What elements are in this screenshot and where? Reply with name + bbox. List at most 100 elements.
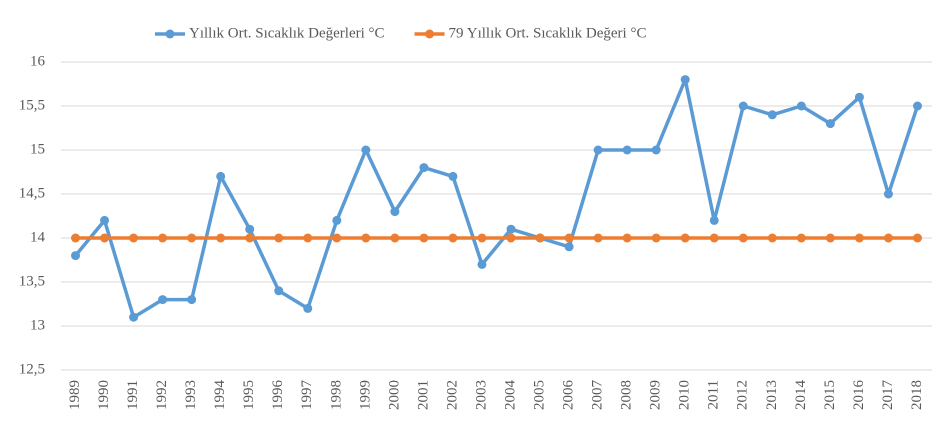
data-point xyxy=(332,233,342,243)
data-point xyxy=(564,233,574,243)
x-tick-label: 2000 xyxy=(386,380,402,410)
data-point xyxy=(506,224,516,234)
x-tick-label: 2017 xyxy=(880,380,896,411)
data-point xyxy=(158,295,168,305)
x-tick-label: 2013 xyxy=(764,380,780,410)
data-point xyxy=(390,207,400,217)
data-point xyxy=(187,233,197,243)
y-tick-label: 13,5 xyxy=(19,273,45,289)
y-tick-label: 15 xyxy=(30,141,45,157)
data-point xyxy=(419,163,429,173)
data-point xyxy=(767,110,777,120)
data-point xyxy=(129,233,139,243)
y-tick-label: 12,5 xyxy=(19,361,45,377)
data-point xyxy=(912,101,922,111)
data-point xyxy=(274,233,284,243)
data-point xyxy=(680,233,690,243)
data-point xyxy=(448,233,458,243)
data-point xyxy=(593,145,603,155)
data-point xyxy=(187,295,197,305)
data-point xyxy=(303,303,313,313)
x-tick-label: 1998 xyxy=(328,380,344,410)
x-tick-label: 2005 xyxy=(531,380,547,410)
data-point xyxy=(390,233,400,243)
data-point xyxy=(709,233,719,243)
data-point xyxy=(564,242,574,252)
data-point xyxy=(361,145,371,155)
x-tick-label: 1989 xyxy=(67,380,83,410)
data-point xyxy=(477,233,487,243)
x-tick-label: 2008 xyxy=(619,380,635,410)
data-point xyxy=(680,75,690,85)
y-tick-label: 16 xyxy=(30,53,46,69)
legend-label: Yıllık Ort. Sıcaklık Değerleri °C xyxy=(189,25,385,41)
y-tick-label: 15,5 xyxy=(19,97,45,113)
data-point xyxy=(738,101,748,111)
data-point xyxy=(361,233,371,243)
x-tick-label: 2018 xyxy=(909,380,925,410)
data-point xyxy=(738,233,748,243)
data-point xyxy=(622,233,632,243)
x-tick-label: 2010 xyxy=(677,380,693,410)
data-point xyxy=(419,233,429,243)
data-point xyxy=(100,215,110,225)
data-point xyxy=(216,233,226,243)
data-point xyxy=(303,233,313,243)
data-point xyxy=(854,92,864,102)
data-point xyxy=(245,224,255,234)
data-point xyxy=(854,233,864,243)
x-tick-label: 2011 xyxy=(706,380,722,409)
x-tick-label: 2014 xyxy=(793,380,809,411)
x-tick-label: 2002 xyxy=(444,380,460,410)
data-point xyxy=(216,171,226,181)
x-tick-label: 2003 xyxy=(473,380,489,410)
x-tick-label: 2016 xyxy=(851,380,867,411)
legend-marker xyxy=(165,29,175,39)
data-point xyxy=(651,233,661,243)
data-point xyxy=(912,233,922,243)
data-point xyxy=(506,233,516,243)
data-point xyxy=(245,233,255,243)
data-point xyxy=(71,251,81,261)
x-tick-label: 1995 xyxy=(241,380,257,410)
y-tick-label: 14 xyxy=(30,229,46,245)
x-tick-label: 2004 xyxy=(502,380,518,411)
data-point xyxy=(158,233,168,243)
x-tick-label: 2015 xyxy=(822,380,838,410)
data-point xyxy=(129,312,139,322)
data-point xyxy=(883,233,893,243)
data-point xyxy=(825,233,835,243)
data-point xyxy=(825,119,835,129)
data-point xyxy=(332,215,342,225)
x-tick-label: 2006 xyxy=(561,380,577,411)
x-tick-label: 1996 xyxy=(270,380,286,411)
x-tick-label: 1990 xyxy=(96,380,112,410)
legend-marker xyxy=(425,29,435,39)
x-tick-label: 1999 xyxy=(357,380,373,410)
x-tick-label: 1994 xyxy=(212,380,228,411)
y-tick-label: 13 xyxy=(30,317,45,333)
x-tick-label: 2012 xyxy=(735,380,751,410)
x-tick-label: 2001 xyxy=(415,380,431,410)
data-point xyxy=(274,286,284,296)
data-point xyxy=(71,233,81,243)
x-tick-label: 1992 xyxy=(154,380,170,410)
x-tick-label: 1991 xyxy=(125,380,141,410)
data-point xyxy=(883,189,893,199)
series-line xyxy=(74,77,920,319)
x-tick-label: 1993 xyxy=(183,380,199,410)
data-point xyxy=(477,259,487,269)
data-point xyxy=(796,233,806,243)
data-point xyxy=(593,233,603,243)
data-point xyxy=(709,215,719,225)
legend-label: 79 Yıllık Ort. Sıcaklık Değeri °C xyxy=(449,25,647,41)
data-point xyxy=(535,233,545,243)
data-point xyxy=(622,145,632,155)
x-tick-label: 2007 xyxy=(590,380,606,411)
data-point xyxy=(767,233,777,243)
data-point xyxy=(651,145,661,155)
data-point xyxy=(100,233,110,243)
data-point xyxy=(796,101,806,111)
x-tick-label: 1997 xyxy=(299,380,315,411)
